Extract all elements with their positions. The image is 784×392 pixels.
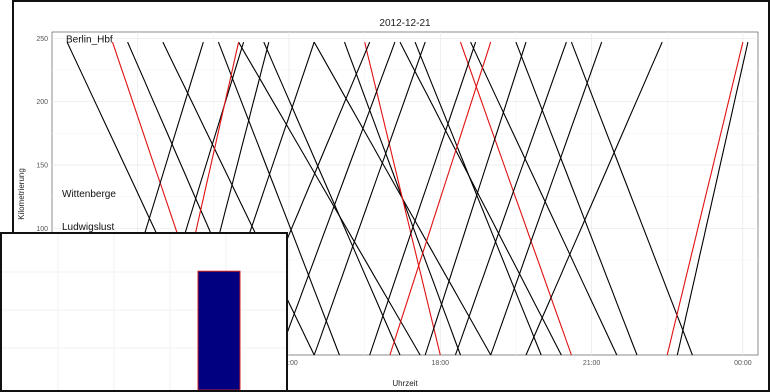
train-path <box>424 41 527 356</box>
y-tick-label: 100 <box>36 226 48 233</box>
y-tick-label: 200 <box>36 99 48 106</box>
train-path <box>515 41 638 356</box>
train-path <box>414 41 542 356</box>
train-path <box>278 41 396 356</box>
x-tick-label: 00:00 <box>734 360 752 367</box>
inset-grid-lines <box>2 234 286 390</box>
train-path <box>454 41 567 356</box>
train-path <box>389 41 492 356</box>
train-path <box>459 41 572 356</box>
y-axis-label: Kilometrierung <box>17 168 26 220</box>
train-path <box>399 41 562 356</box>
train-path <box>666 41 744 356</box>
train-path <box>263 41 401 356</box>
train-path <box>490 41 603 356</box>
station-label: Ludwigslust <box>62 222 114 233</box>
x-tick-label: 18:00 <box>432 360 450 367</box>
y-axis-ticks: 100 150 200 250 <box>36 36 48 233</box>
station-label: Berlin_Hbf <box>66 34 113 45</box>
inset-bar-chart-panel <box>0 232 288 392</box>
x-tick-label: 15:00 <box>280 360 298 367</box>
train-path <box>364 41 441 356</box>
train-path <box>313 41 426 356</box>
train-path <box>676 41 749 356</box>
train-path <box>470 41 618 356</box>
x-axis-label: Uhrzeit <box>392 379 418 388</box>
inset-bar <box>197 270 241 390</box>
inset-bar-chart <box>2 234 286 390</box>
train-path <box>162 41 315 356</box>
train-path <box>369 41 477 356</box>
y-tick-label: 250 <box>36 36 48 43</box>
chart-title: 2012-12-21 <box>379 18 431 29</box>
station-label: Wittenberge <box>62 189 116 200</box>
train-path <box>217 41 340 356</box>
y-tick-label: 150 <box>36 163 48 170</box>
train-path <box>525 41 663 356</box>
x-tick-label: 21:00 <box>583 360 601 367</box>
train-path <box>570 41 693 356</box>
station-labels: Berlin_Hbf Wittenberge Ludwigslust <box>62 34 116 232</box>
train-path <box>238 41 421 356</box>
